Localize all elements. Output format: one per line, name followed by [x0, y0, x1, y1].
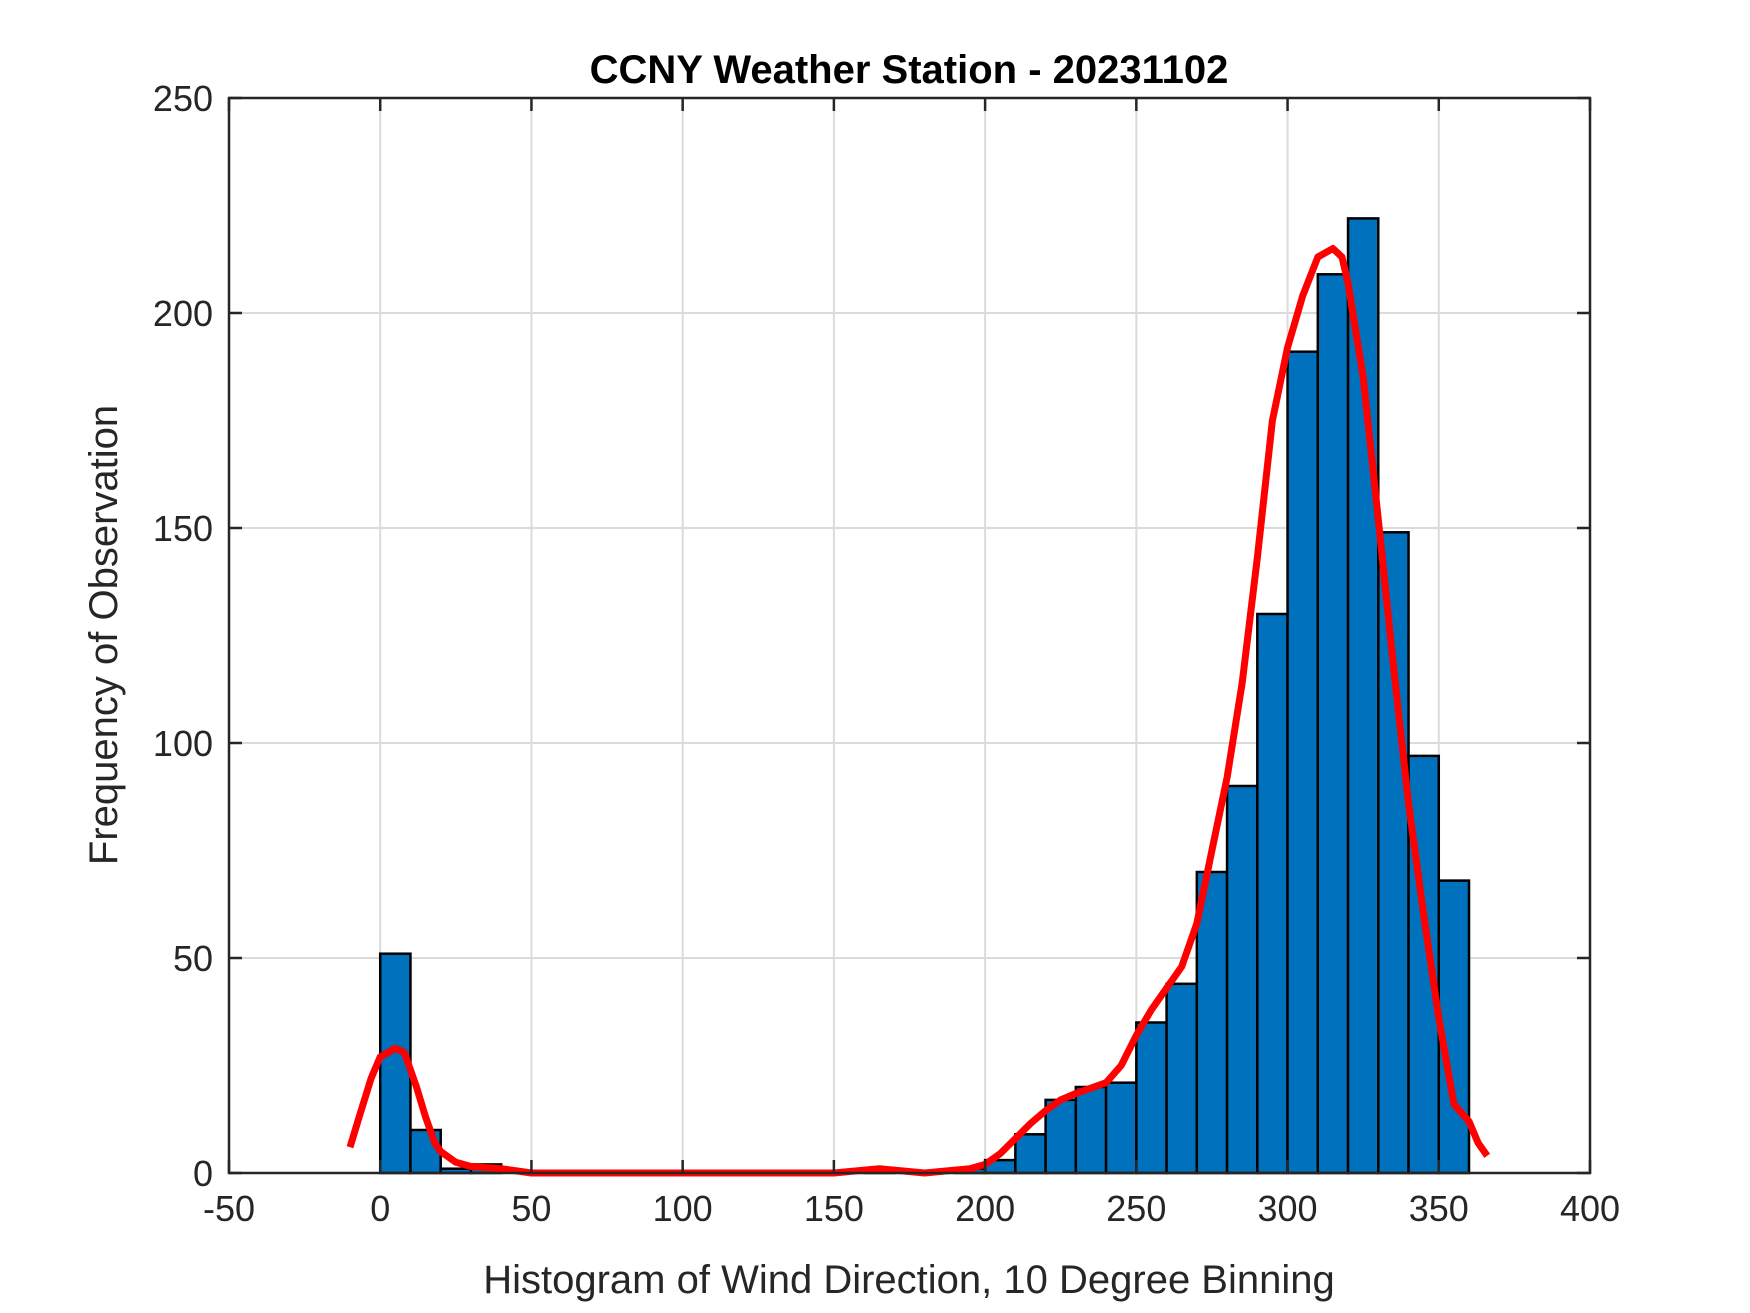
- axes-box: [227, 96, 1592, 1175]
- histogram-bars: [378, 217, 1471, 1175]
- y-tick-label: 0: [193, 1153, 213, 1194]
- tick-labels: -50 0 50 100 150 200 250 300 350 4000501001502002…: [153, 78, 1620, 1229]
- density-curve-group: [346, 245, 1491, 1177]
- x-tick-label: 0: [370, 1188, 390, 1229]
- x-axis-label: Histogram of Wind Direction, 10 Degree B…: [483, 1258, 1335, 1302]
- x-tick-label: 400: [1560, 1188, 1620, 1229]
- histogram-bar: [1256, 612, 1289, 1175]
- histogram-bar: [1286, 350, 1320, 1175]
- y-tick-label: 150: [153, 508, 213, 549]
- density-curve: [346, 245, 1491, 1177]
- y-tick-label: 50: [173, 938, 213, 979]
- histogram-bar: [1377, 531, 1410, 1175]
- x-tick-label: 350: [1409, 1188, 1469, 1229]
- histogram-bar: [1135, 1021, 1168, 1175]
- histogram-bar: [1316, 273, 1350, 1175]
- chart-title: CCNY Weather Station - 20231102: [590, 48, 1229, 92]
- x-tick-label: -50: [203, 1188, 255, 1229]
- histogram-bar: [1104, 1081, 1138, 1175]
- histogram-bar: [1225, 784, 1259, 1175]
- x-tick-label: 250: [1106, 1188, 1166, 1229]
- y-tick-label: 100: [153, 723, 213, 764]
- histogram-bar: [1074, 1085, 1108, 1175]
- x-tick-label: 100: [653, 1188, 713, 1229]
- x-tick-label: 150: [804, 1188, 864, 1229]
- y-axis-label: Frequency of Observation: [82, 405, 126, 865]
- histogram-bar: [1165, 982, 1199, 1175]
- histogram-bar: [409, 1128, 442, 1175]
- x-tick-label: 50: [511, 1188, 551, 1229]
- y-tick-label: 250: [153, 78, 213, 119]
- x-tick-label: 300: [1258, 1188, 1318, 1229]
- y-tick-label: 200: [153, 293, 213, 334]
- histogram-bar: [1014, 1133, 1047, 1175]
- histogram-bar: [1195, 870, 1229, 1175]
- axes: [227, 96, 1592, 1175]
- x-tick-label: 200: [955, 1188, 1015, 1229]
